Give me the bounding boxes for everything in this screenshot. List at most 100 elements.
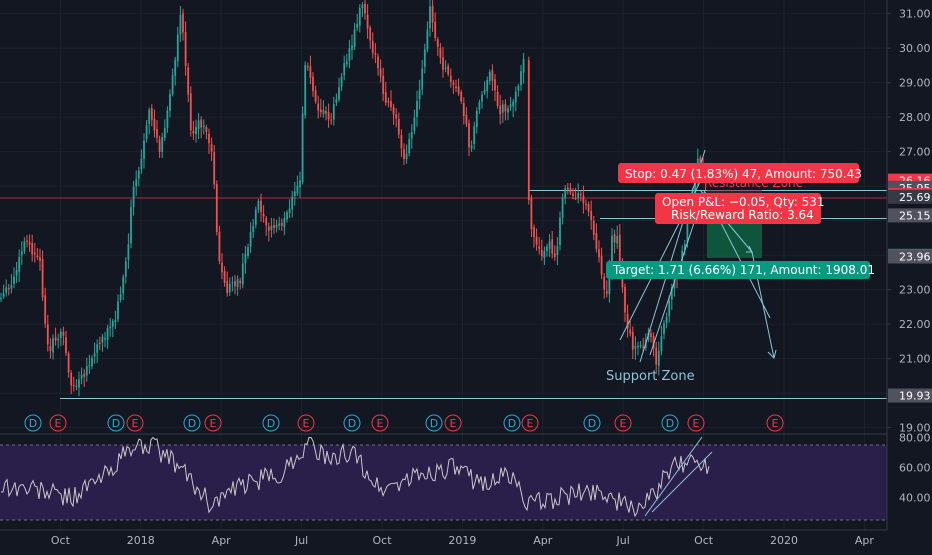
candle-body <box>327 112 330 120</box>
candle-body <box>208 133 210 144</box>
candle-body <box>686 220 689 243</box>
marker-circle <box>343 414 361 432</box>
candle-body <box>423 49 426 67</box>
earnings-marker[interactable]: E <box>444 414 462 432</box>
price-tick-label: 28.00 <box>899 111 931 124</box>
candle-body <box>488 71 491 82</box>
candle-body <box>587 204 590 212</box>
candle-body <box>252 226 255 233</box>
marker-letter: D <box>588 417 596 430</box>
candle-body <box>390 101 392 108</box>
candle-body <box>166 110 169 128</box>
candle-body <box>462 103 465 117</box>
candle-body <box>18 257 21 272</box>
candle-body <box>543 251 546 258</box>
candle-body <box>595 233 598 249</box>
earnings-marker[interactable]: E <box>371 414 389 432</box>
candle-body <box>20 251 23 256</box>
support-zone-label: Support Zone <box>606 369 695 384</box>
marker-letter: E <box>132 417 139 430</box>
candle-body <box>335 99 338 103</box>
dividend-marker[interactable]: D <box>107 414 125 432</box>
marker-circle <box>126 414 144 432</box>
marker-circle <box>371 414 389 432</box>
candle-body <box>486 80 489 91</box>
candle-body <box>663 323 665 335</box>
candle-body <box>169 94 171 111</box>
time-tick-label: Apr <box>533 534 553 547</box>
earnings-marker[interactable]: E <box>766 414 784 432</box>
dividend-marker[interactable]: D <box>503 414 521 432</box>
price-axis[interactable]: 31.00 30.00 29.00 28.00 27.00 23.00 22.00 21.00… <box>887 8 932 435</box>
dividend-marker[interactable]: D <box>183 414 201 432</box>
candle-body <box>130 207 132 244</box>
marker-circle <box>583 414 601 432</box>
candle-body <box>330 119 333 121</box>
earnings-marker[interactable]: E <box>126 414 144 432</box>
dividend-marker[interactable]: D <box>583 414 601 432</box>
dividend-marker[interactable]: D <box>425 414 443 432</box>
pnl-label-box <box>655 193 821 224</box>
dividend-marker[interactable]: D <box>661 414 679 432</box>
candle-body <box>530 198 533 230</box>
marker-circle <box>107 414 125 432</box>
marker-circle <box>766 414 784 432</box>
candle-body <box>517 85 520 91</box>
trend-line[interactable] <box>639 149 706 363</box>
candle-body <box>52 338 54 353</box>
price-badge-label: 25.69 <box>899 191 931 204</box>
candle-body <box>127 244 130 260</box>
candle-body <box>348 48 351 61</box>
candle-body <box>527 59 530 201</box>
earnings-marker[interactable]: E <box>521 414 539 432</box>
earnings-marker[interactable]: E <box>49 414 67 432</box>
marker-letter: D <box>188 417 196 430</box>
candle-body <box>280 222 283 226</box>
candle-body <box>7 288 10 290</box>
candle-body <box>665 316 668 323</box>
marker-letter: D <box>112 417 120 430</box>
dividend-marker[interactable]: D <box>262 414 280 432</box>
candle-body <box>306 66 309 68</box>
candle-body <box>226 281 229 293</box>
marker-circle <box>425 414 443 432</box>
candle-body <box>70 372 73 386</box>
candle-body <box>314 90 317 102</box>
candle-body <box>260 200 262 212</box>
candle-body <box>481 94 483 102</box>
candle-body <box>603 276 606 290</box>
candle-body <box>572 193 574 197</box>
candle-body <box>491 70 494 81</box>
earnings-marker[interactable]: E <box>614 414 632 432</box>
candle-body <box>184 32 187 66</box>
candle-body <box>553 253 556 257</box>
time-axis[interactable]: Oct 2018 Apr Jul Oct 2019 Apr Jul Oct 2020 Apr <box>51 534 875 547</box>
candle-body <box>421 68 424 90</box>
candle-body <box>683 243 686 250</box>
candle-body <box>470 145 473 149</box>
marker-letter: E <box>620 417 627 430</box>
rsi-pane <box>0 436 887 521</box>
candle-body <box>436 39 439 47</box>
candle-body <box>629 329 632 334</box>
time-tick-label: Oct <box>51 534 71 547</box>
candle-body <box>410 132 413 139</box>
candle-body <box>96 344 99 353</box>
rsi-band <box>0 445 887 520</box>
dividend-marker[interactable]: D <box>343 414 361 432</box>
earnings-marker[interactable]: E <box>297 414 315 432</box>
earnings-marker[interactable]: E <box>687 414 705 432</box>
candle-body <box>163 127 166 138</box>
candle-body <box>538 246 541 249</box>
dividend-marker[interactable]: D <box>24 414 42 432</box>
earnings-marker[interactable]: E <box>204 414 222 432</box>
candle-body <box>101 336 104 343</box>
marker-letter: E <box>55 417 62 430</box>
candle-body <box>600 255 603 275</box>
candle-body <box>156 129 158 138</box>
candle-body <box>114 320 117 322</box>
candle-body <box>23 241 26 252</box>
